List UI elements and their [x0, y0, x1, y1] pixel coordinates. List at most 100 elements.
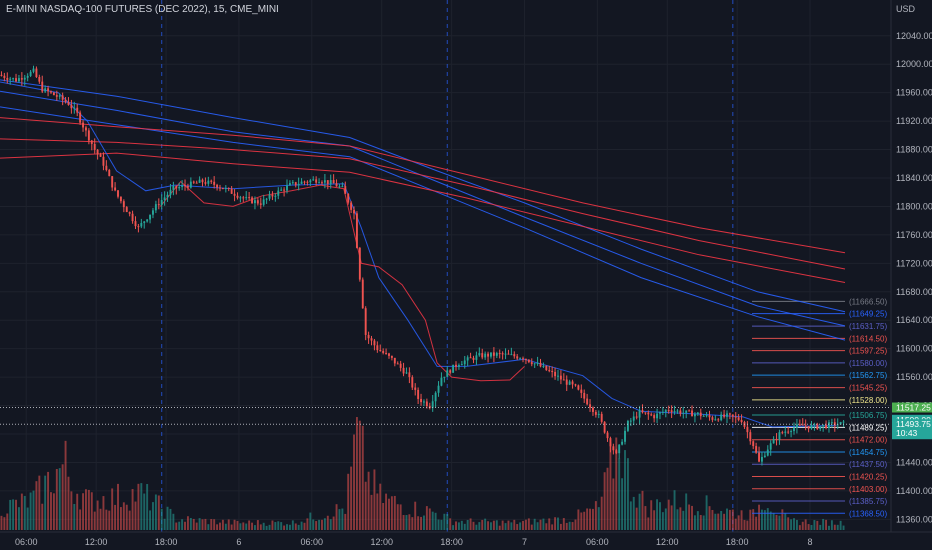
- volume-bar: [166, 506, 169, 530]
- candle-body: [137, 226, 140, 228]
- volume-bar: [186, 516, 189, 530]
- volume-bar: [283, 525, 286, 530]
- candle-body: [399, 363, 402, 368]
- candle-body: [420, 398, 422, 403]
- volume-bar: [562, 518, 565, 530]
- candle-body: [603, 421, 606, 433]
- candle-body: [154, 204, 157, 211]
- candle-body: [822, 424, 825, 427]
- candle-body: [830, 422, 833, 424]
- price-tick-label: 11800.00: [896, 201, 932, 211]
- candle-body: [0, 74, 3, 76]
- volume-bar: [61, 464, 64, 530]
- candle-body: [804, 425, 807, 427]
- volume-bar: [44, 475, 47, 530]
- candle-body: [350, 202, 353, 210]
- candle-body: [189, 181, 192, 188]
- volume-bar: [495, 520, 498, 530]
- candle-body: [682, 412, 685, 414]
- candle-body: [26, 75, 29, 78]
- price-badge-countdown: 10:43: [896, 428, 918, 438]
- volume-bar: [778, 515, 781, 530]
- volume-bar: [740, 510, 743, 530]
- volume-bar: [644, 506, 647, 530]
- candle-body: [393, 357, 396, 364]
- candle-body: [705, 415, 708, 417]
- candle-body: [825, 424, 828, 429]
- candle-body: [93, 143, 96, 150]
- candle-body: [90, 140, 93, 144]
- volume-bar: [533, 518, 536, 530]
- volume-bar: [723, 513, 726, 530]
- volume-bar: [26, 507, 29, 530]
- candle-body: [728, 413, 731, 415]
- candle-body: [524, 359, 527, 361]
- volume-bar: [6, 513, 9, 530]
- volume-bar: [790, 519, 793, 530]
- volume-bar: [679, 507, 682, 530]
- candle-body: [635, 416, 638, 418]
- candle-body: [221, 187, 224, 189]
- candle-body: [740, 419, 743, 423]
- volume-bar: [242, 522, 245, 530]
- candle-body: [248, 197, 251, 199]
- candle-body: [434, 392, 437, 402]
- price-tick-label: 11440.00: [896, 457, 932, 467]
- volume-bar: [329, 519, 332, 530]
- volume-bar: [664, 508, 667, 530]
- time-axis[interactable]: 06:00 12:00 18:00 6 06:00 12:00 18:00 7 06:00 12:…: [15, 537, 813, 547]
- candle-body: [478, 353, 481, 356]
- candle-body: [530, 362, 533, 365]
- volume-bar: [612, 478, 615, 530]
- time-tick-label: 18:00: [155, 537, 178, 547]
- volume-bar: [189, 517, 192, 530]
- level-label: (11562.75): [849, 371, 887, 380]
- volume-bar: [708, 506, 711, 530]
- candle-body: [300, 181, 303, 184]
- level-label: (11489.25): [849, 423, 887, 432]
- candle-body: [446, 370, 449, 377]
- candle-body: [55, 95, 58, 97]
- candle-body: [353, 209, 355, 214]
- time-tick-label: 18:00: [440, 537, 463, 547]
- volume-bar: [291, 520, 294, 530]
- candle-body: [618, 444, 621, 454]
- level-lines: [752, 300, 845, 514]
- candle-body: [565, 379, 568, 385]
- candle-body: [143, 221, 146, 223]
- volume-bar: [714, 513, 717, 530]
- time-tick-label: 06:00: [586, 537, 609, 547]
- volume-bar: [423, 515, 425, 530]
- candle-body: [726, 413, 728, 417]
- volume-bar: [309, 512, 312, 530]
- volume-bar: [653, 510, 656, 530]
- candle-body: [227, 188, 230, 190]
- volume-bar: [763, 510, 766, 530]
- candle-body: [388, 353, 390, 356]
- volume-bar: [574, 519, 577, 530]
- volume-bar: [353, 434, 355, 530]
- volume-bar: [405, 515, 408, 530]
- volume-bar: [251, 522, 253, 530]
- candle-body: [667, 410, 670, 412]
- volume-bar: [385, 493, 388, 530]
- volume-bar: [55, 469, 58, 530]
- volume-bar: [545, 523, 548, 530]
- volume-bar: [114, 504, 117, 530]
- level-label: (11666.50): [849, 297, 887, 306]
- volume-bar: [536, 522, 539, 530]
- volume-bar: [647, 517, 650, 530]
- volume-bar: [64, 440, 67, 530]
- volume-bar: [67, 476, 70, 530]
- volume-bar: [501, 520, 504, 530]
- candle-body: [297, 183, 300, 186]
- volume-bar: [769, 511, 772, 530]
- candle-body: [839, 422, 842, 425]
- price-tick-label: 11880.00: [896, 145, 932, 155]
- candle-body: [772, 438, 775, 444]
- volume-bar: [624, 450, 626, 530]
- volume-bar: [696, 511, 699, 530]
- candle-body: [166, 194, 169, 198]
